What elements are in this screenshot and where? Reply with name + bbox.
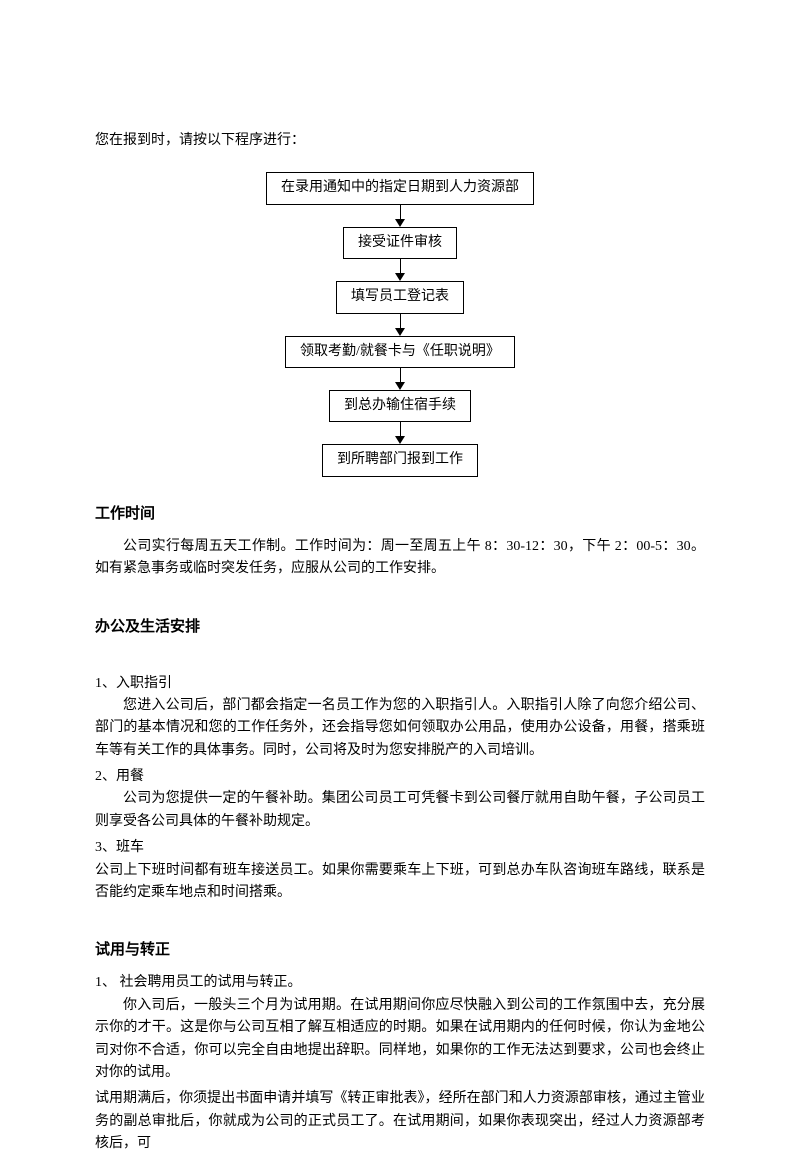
flow-node-2: 填写员工登记表 [336, 281, 464, 313]
flow-arrow [395, 259, 405, 281]
office-item1-num: 1、入职指引 [95, 673, 705, 695]
intro-text: 您在报到时，请按以下程序进行： [95, 130, 705, 152]
flow-arrow [395, 314, 405, 336]
flow-node-5: 到所聘部门报到工作 [322, 444, 478, 476]
heading-probation: 试用与转正 [95, 938, 705, 962]
office-item1-body: 您进入公司后，部门都会指定一名员工作为您的入职指引人。入职指引人除了向您介绍公司… [95, 695, 705, 762]
office-item3-body: 公司上下班时间都有班车接送员工。如果你需要乘车上下班，可到总办车队咨询班车路线，… [95, 860, 705, 905]
probation-item1-body2: 试用期满后，你须提出书面申请并填写《转正审批表》，经所在部门和人力资源部审核，通… [95, 1088, 705, 1155]
heading-office-life: 办公及生活安排 [95, 615, 705, 639]
onboarding-flowchart: 在录用通知中的指定日期到人力资源部 接受证件审核 填写员工登记表 领取考勤/就餐… [95, 172, 705, 476]
probation-item1-body1: 你入司后，一般头三个月为试用期。在试用期间你应尽快融入到公司的工作氛围中去，充分… [95, 995, 705, 1085]
probation-item1-num: 1、 社会聘用员工的试用与转正。 [95, 972, 705, 994]
heading-work-hours: 工作时间 [95, 502, 705, 526]
flow-arrow [395, 422, 405, 444]
flow-node-3: 领取考勤/就餐卡与《任职说明》 [285, 336, 515, 368]
flow-arrow [395, 205, 405, 227]
flow-node-4: 到总办输住宿手续 [329, 390, 471, 422]
office-item2-num: 2、用餐 [95, 766, 705, 788]
work-hours-body: 公司实行每周五天工作制。工作时间为：周一至周五上午 8：30-12：30，下午 … [95, 536, 705, 581]
office-item2-body: 公司为您提供一定的午餐补助。集团公司员工可凭餐卡到公司餐厅就用自助午餐，子公司员… [95, 788, 705, 833]
flow-node-1: 接受证件审核 [343, 227, 457, 259]
flow-node-0: 在录用通知中的指定日期到人力资源部 [266, 172, 534, 204]
flow-arrow [395, 368, 405, 390]
office-item3-num: 3、班车 [95, 837, 705, 859]
